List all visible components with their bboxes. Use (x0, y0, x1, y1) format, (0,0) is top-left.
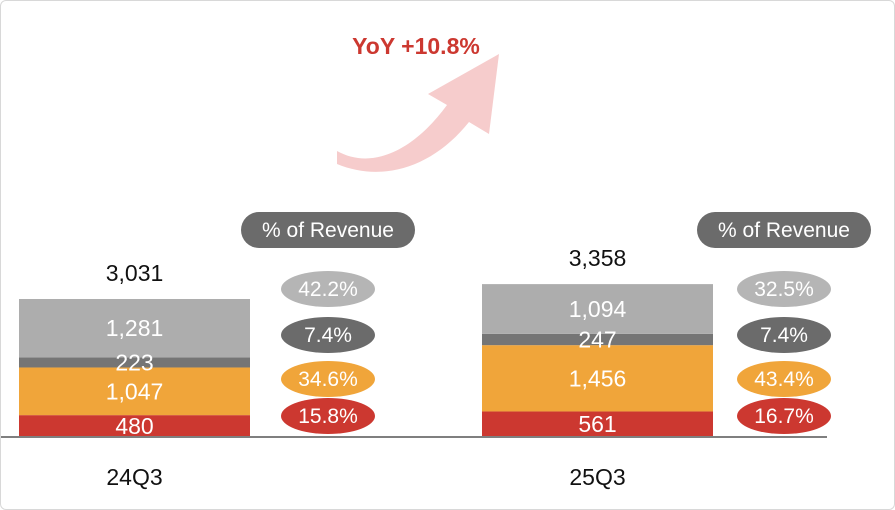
labels-layer: 480 1,047 223 1,281 3,031 24Q3 561 1,456 247 1,09… (106, 245, 627, 490)
pct-value-label: 15.8% (298, 405, 358, 428)
segment-value-label: 1,281 (106, 315, 164, 341)
bars-layer (19, 284, 713, 437)
pct-pill-red-24Q3 (281, 398, 375, 434)
pct-value-label: 43.4% (754, 368, 814, 391)
growth-arrow-icon (337, 54, 499, 172)
x-tick-label: 24Q3 (106, 464, 162, 490)
pct-pill-gray-24Q3 (281, 271, 375, 307)
yoy-growth-label: YoY +10.8% (352, 33, 480, 59)
pct-header-label: % of Revenue (718, 219, 850, 242)
pct-value-label: 7.4% (760, 324, 808, 347)
pct-header-pill (697, 212, 871, 248)
pct-of-revenue-layer: % of Revenue 42.2% 7.4% 34.6% 15.8% % of Reve… (241, 212, 871, 434)
bar-segment-gray-25Q3 (482, 284, 713, 334)
segment-value-label: 1,094 (569, 296, 627, 322)
pct-pill-dark-24Q3 (281, 317, 375, 353)
bar-segment-gray-24Q3 (19, 299, 250, 358)
pct-pill-orange-25Q3 (737, 361, 831, 397)
bar-total-label: 3,031 (106, 260, 164, 286)
bar-segment-red-25Q3 (482, 411, 713, 437)
x-tick-label: 25Q3 (569, 464, 625, 490)
bar-segment-dark-24Q3 (19, 357, 250, 368)
bar-segment-red-24Q3 (19, 415, 250, 437)
pct-pill-red-25Q3 (737, 398, 831, 434)
segment-value-label: 480 (115, 413, 153, 439)
pct-header-pill (241, 212, 415, 248)
segment-value-label: 223 (115, 349, 153, 375)
pct-value-label: 32.5% (754, 278, 814, 301)
pct-value-label: 34.6% (298, 368, 358, 391)
bar-segment-orange-24Q3 (19, 367, 250, 416)
pct-value-label: 7.4% (304, 324, 352, 347)
segment-value-label: 1,456 (569, 365, 627, 391)
segment-value-label: 561 (578, 411, 616, 437)
pct-pill-dark-25Q3 (737, 317, 831, 353)
bar-segment-dark-25Q3 (482, 333, 713, 346)
segment-value-label: 247 (578, 327, 616, 353)
bar-total-label: 3,358 (569, 245, 627, 271)
segment-value-label: 1,047 (106, 378, 164, 404)
pct-value-label: 42.2% (298, 278, 358, 301)
pct-pill-gray-25Q3 (737, 271, 831, 307)
pct-pill-orange-24Q3 (281, 361, 375, 397)
pct-value-label: 16.7% (754, 405, 814, 428)
bar-segment-orange-25Q3 (482, 345, 713, 412)
pct-header-label: % of Revenue (262, 219, 394, 242)
